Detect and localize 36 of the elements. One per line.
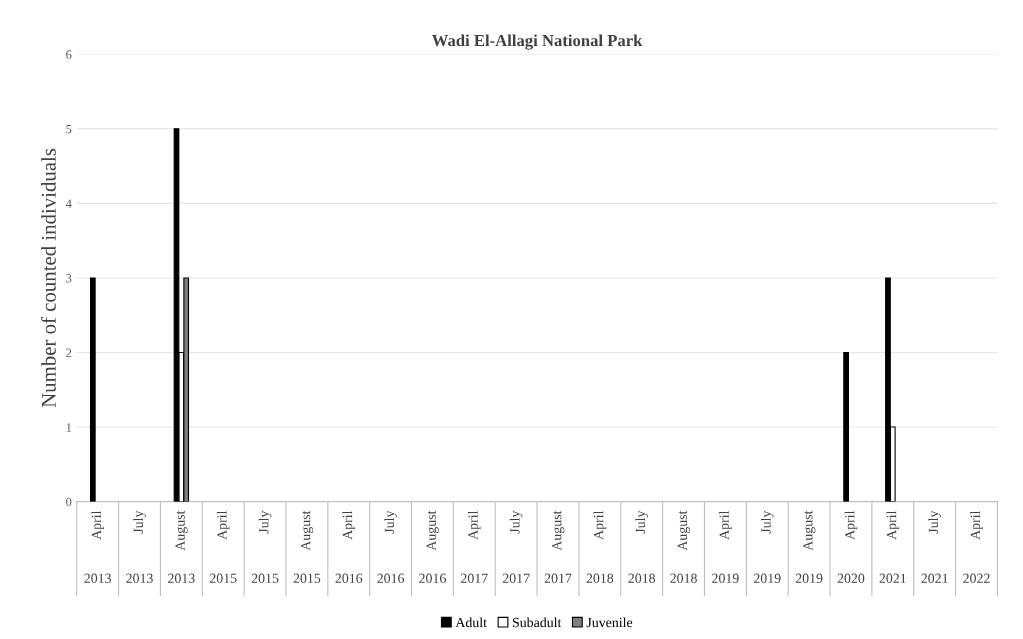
category-label: April 2013 — [84, 510, 111, 583]
category-label: August 2013 — [168, 510, 195, 583]
category-label: July 2015 — [251, 510, 279, 583]
bar — [843, 351, 849, 502]
category-label: August 2016 — [419, 510, 446, 583]
chart-title: Wadi El-Allagi National Park — [431, 34, 643, 50]
y-tick-label: 4 — [65, 199, 72, 208]
category-label: August 2017 — [544, 510, 572, 583]
y-tick-label: 0 — [66, 497, 72, 507]
bar — [89, 277, 96, 502]
category-label: April 2020 — [837, 510, 865, 583]
legend-label: Subadult — [512, 617, 562, 628]
category-label: April 2022 — [963, 510, 990, 583]
category-label: July 2017 — [502, 510, 530, 583]
category-label: July 2019 — [753, 510, 781, 583]
category-label: August 2015 — [293, 510, 321, 583]
category-label: April 2017 — [461, 510, 488, 583]
category-label: April 2021 — [879, 510, 906, 583]
category-label: April 2018 — [586, 510, 614, 583]
category-label: April 2016 — [335, 510, 363, 583]
category-label: July 2016 — [377, 510, 405, 583]
y-tick-label: 6 — [66, 50, 72, 59]
category-label: July 2018 — [628, 510, 656, 583]
category-label: August 2019 — [795, 510, 823, 583]
legend-label: Adult — [455, 617, 487, 628]
category-label: July 2021 — [921, 510, 948, 583]
y-tick-label: 1 — [66, 423, 72, 432]
category-label: April 2019 — [712, 510, 739, 583]
category-label: April 2015 — [209, 510, 237, 583]
y-tick-label: 5 — [66, 125, 72, 134]
category-label: July 2013 — [126, 510, 153, 583]
legend-label: Juvenile — [586, 617, 633, 628]
y-tick-label: 3 — [66, 274, 72, 283]
category-label: August 2018 — [670, 510, 697, 583]
y-tick-label: 2 — [66, 348, 72, 357]
y-axis-title: Number of counted individuals — [40, 148, 56, 408]
